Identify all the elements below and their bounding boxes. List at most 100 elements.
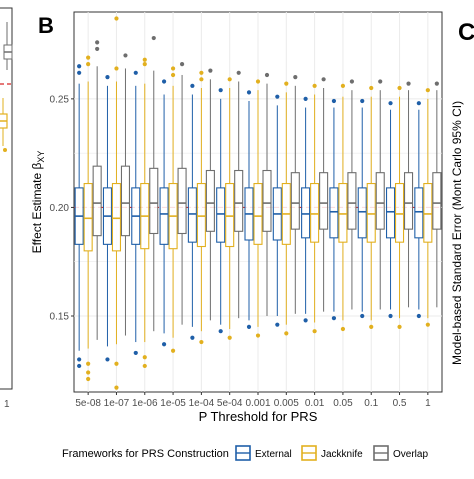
external-outlier bbox=[416, 313, 421, 319]
external-iqr-box bbox=[216, 187, 226, 243]
overlap-box-5e-04 bbox=[234, 70, 244, 319]
y-tick-label: 0.25 bbox=[50, 94, 70, 105]
external-box-1 bbox=[414, 101, 424, 319]
external-box-5e-08 bbox=[74, 64, 84, 369]
jackknife-box-5e-04 bbox=[225, 77, 235, 340]
external-outlier bbox=[133, 350, 138, 356]
left-panel-tick-label: 1 bbox=[4, 399, 10, 410]
jackknife-box-0.1 bbox=[366, 85, 376, 329]
overlap-iqr-box bbox=[319, 172, 329, 230]
jackknife-iqr-box bbox=[338, 182, 348, 243]
overlap-box-0.05 bbox=[347, 79, 357, 310]
overlap-iqr-box bbox=[262, 169, 272, 232]
external-outlier bbox=[246, 90, 252, 95]
left-panel-frame bbox=[0, 7, 13, 390]
jackknife-outlier bbox=[284, 81, 289, 86]
overlap-outlier bbox=[434, 81, 439, 86]
jackknife-outlier bbox=[425, 322, 430, 327]
jackknife-iqr-box bbox=[366, 182, 376, 243]
external-outlier bbox=[416, 101, 421, 106]
external-box-0.001 bbox=[244, 90, 254, 329]
x-axis-title: P Threshold for PRS bbox=[199, 409, 318, 424]
jackknife-outlier bbox=[227, 77, 232, 82]
overlap-iqr-box bbox=[375, 172, 385, 230]
external-box-1e-04 bbox=[187, 83, 197, 340]
jackknife-outlier bbox=[369, 324, 374, 329]
jackknife-box-0.001 bbox=[253, 79, 263, 338]
external-box-1e-07 bbox=[102, 75, 113, 362]
x-tick-label: 1e-07 bbox=[104, 398, 130, 409]
external-box-0.01 bbox=[301, 96, 311, 323]
jackknife-outlier bbox=[86, 376, 91, 382]
overlap-box-5e-08 bbox=[92, 40, 102, 340]
external-iqr-box bbox=[301, 187, 311, 239]
overlap-outlier bbox=[151, 35, 156, 41]
jackknife-iqr-box bbox=[83, 182, 93, 252]
external-outlier bbox=[77, 70, 82, 75]
overlap-outlier bbox=[95, 40, 100, 45]
jackknife-outlier bbox=[86, 55, 91, 60]
overlap-iqr-box bbox=[177, 167, 187, 235]
overlap-box-1e-04 bbox=[205, 68, 215, 321]
external-outlier bbox=[77, 357, 82, 362]
jackknife-box-1e-07 bbox=[111, 16, 122, 390]
jackknife-box-1e-05 bbox=[168, 66, 178, 353]
legend-items: External Jackknife Overlap bbox=[235, 445, 428, 461]
overlap-iqr-box bbox=[432, 172, 442, 230]
overlap-box-1e-05 bbox=[177, 62, 187, 325]
x-tick-label: 0.01 bbox=[305, 398, 325, 409]
x-tick-label: 0.5 bbox=[393, 398, 407, 409]
overlap-iqr-box bbox=[92, 165, 102, 237]
external-box-1e-06 bbox=[131, 70, 141, 356]
external-outlier bbox=[105, 357, 110, 362]
overlap-iqr-box bbox=[347, 172, 357, 230]
right-panel-fragment: Model-based Standard Error (Mont Carlo 9… bbox=[450, 101, 464, 365]
jackknife-box-1e-06 bbox=[140, 57, 150, 369]
legend-title: Frameworks for PRS Construction bbox=[62, 448, 229, 460]
y-tick-label: 0.20 bbox=[50, 203, 70, 214]
x-tick-label: 5e-08 bbox=[75, 398, 101, 409]
overlap-outlier bbox=[123, 53, 128, 58]
legend-item-jackknife: Jackknife bbox=[301, 445, 363, 461]
external-iqr-box bbox=[357, 187, 367, 239]
external-outlier bbox=[388, 101, 393, 106]
jackknife-outlier bbox=[199, 70, 204, 75]
legend-label-external: External bbox=[255, 449, 292, 460]
external-outlier bbox=[331, 316, 337, 321]
jackknife-outlier bbox=[369, 85, 374, 91]
external-outlier bbox=[388, 313, 393, 319]
panel-c-ylabel: Model-based Standard Error (Mont Carlo 9… bbox=[450, 101, 464, 365]
jackknife-outlier bbox=[142, 57, 147, 62]
external-outlier bbox=[77, 64, 82, 69]
left-panel-fragment: 1 bbox=[0, 7, 13, 410]
overlap-box-0.1 bbox=[375, 79, 385, 310]
panel-c-label: C bbox=[458, 19, 474, 46]
jackknife-outlier bbox=[86, 370, 91, 375]
jackknife-outlier bbox=[340, 326, 346, 332]
jackknife-iqr-box bbox=[394, 182, 405, 243]
overlap-iqr-box bbox=[120, 165, 131, 237]
external-box-5e-04 bbox=[216, 88, 226, 334]
external-outlier bbox=[190, 335, 195, 340]
jackknife-iqr-box bbox=[423, 182, 433, 243]
overlap-outlier bbox=[349, 79, 355, 84]
jackknife-iqr-box bbox=[253, 182, 263, 245]
external-outlier bbox=[190, 83, 195, 88]
jackknife-outlier bbox=[114, 16, 119, 21]
overlap-outlier bbox=[208, 68, 213, 73]
overlap-box-1e-06 bbox=[149, 35, 159, 332]
external-outlier bbox=[105, 75, 110, 80]
external-iqr-box bbox=[187, 187, 197, 243]
external-box-0.1 bbox=[357, 98, 367, 319]
jackknife-outlier bbox=[227, 335, 232, 340]
external-outlier bbox=[360, 313, 365, 319]
x-tick-label: 0.1 bbox=[364, 398, 378, 409]
external-iqr-box bbox=[329, 187, 339, 239]
boxplots bbox=[74, 16, 442, 390]
jackknife-box-0.005 bbox=[281, 81, 291, 336]
x-tick-label: 1e-06 bbox=[132, 398, 158, 409]
external-box-0.05 bbox=[329, 98, 339, 321]
jackknife-box-0.01 bbox=[310, 83, 320, 334]
